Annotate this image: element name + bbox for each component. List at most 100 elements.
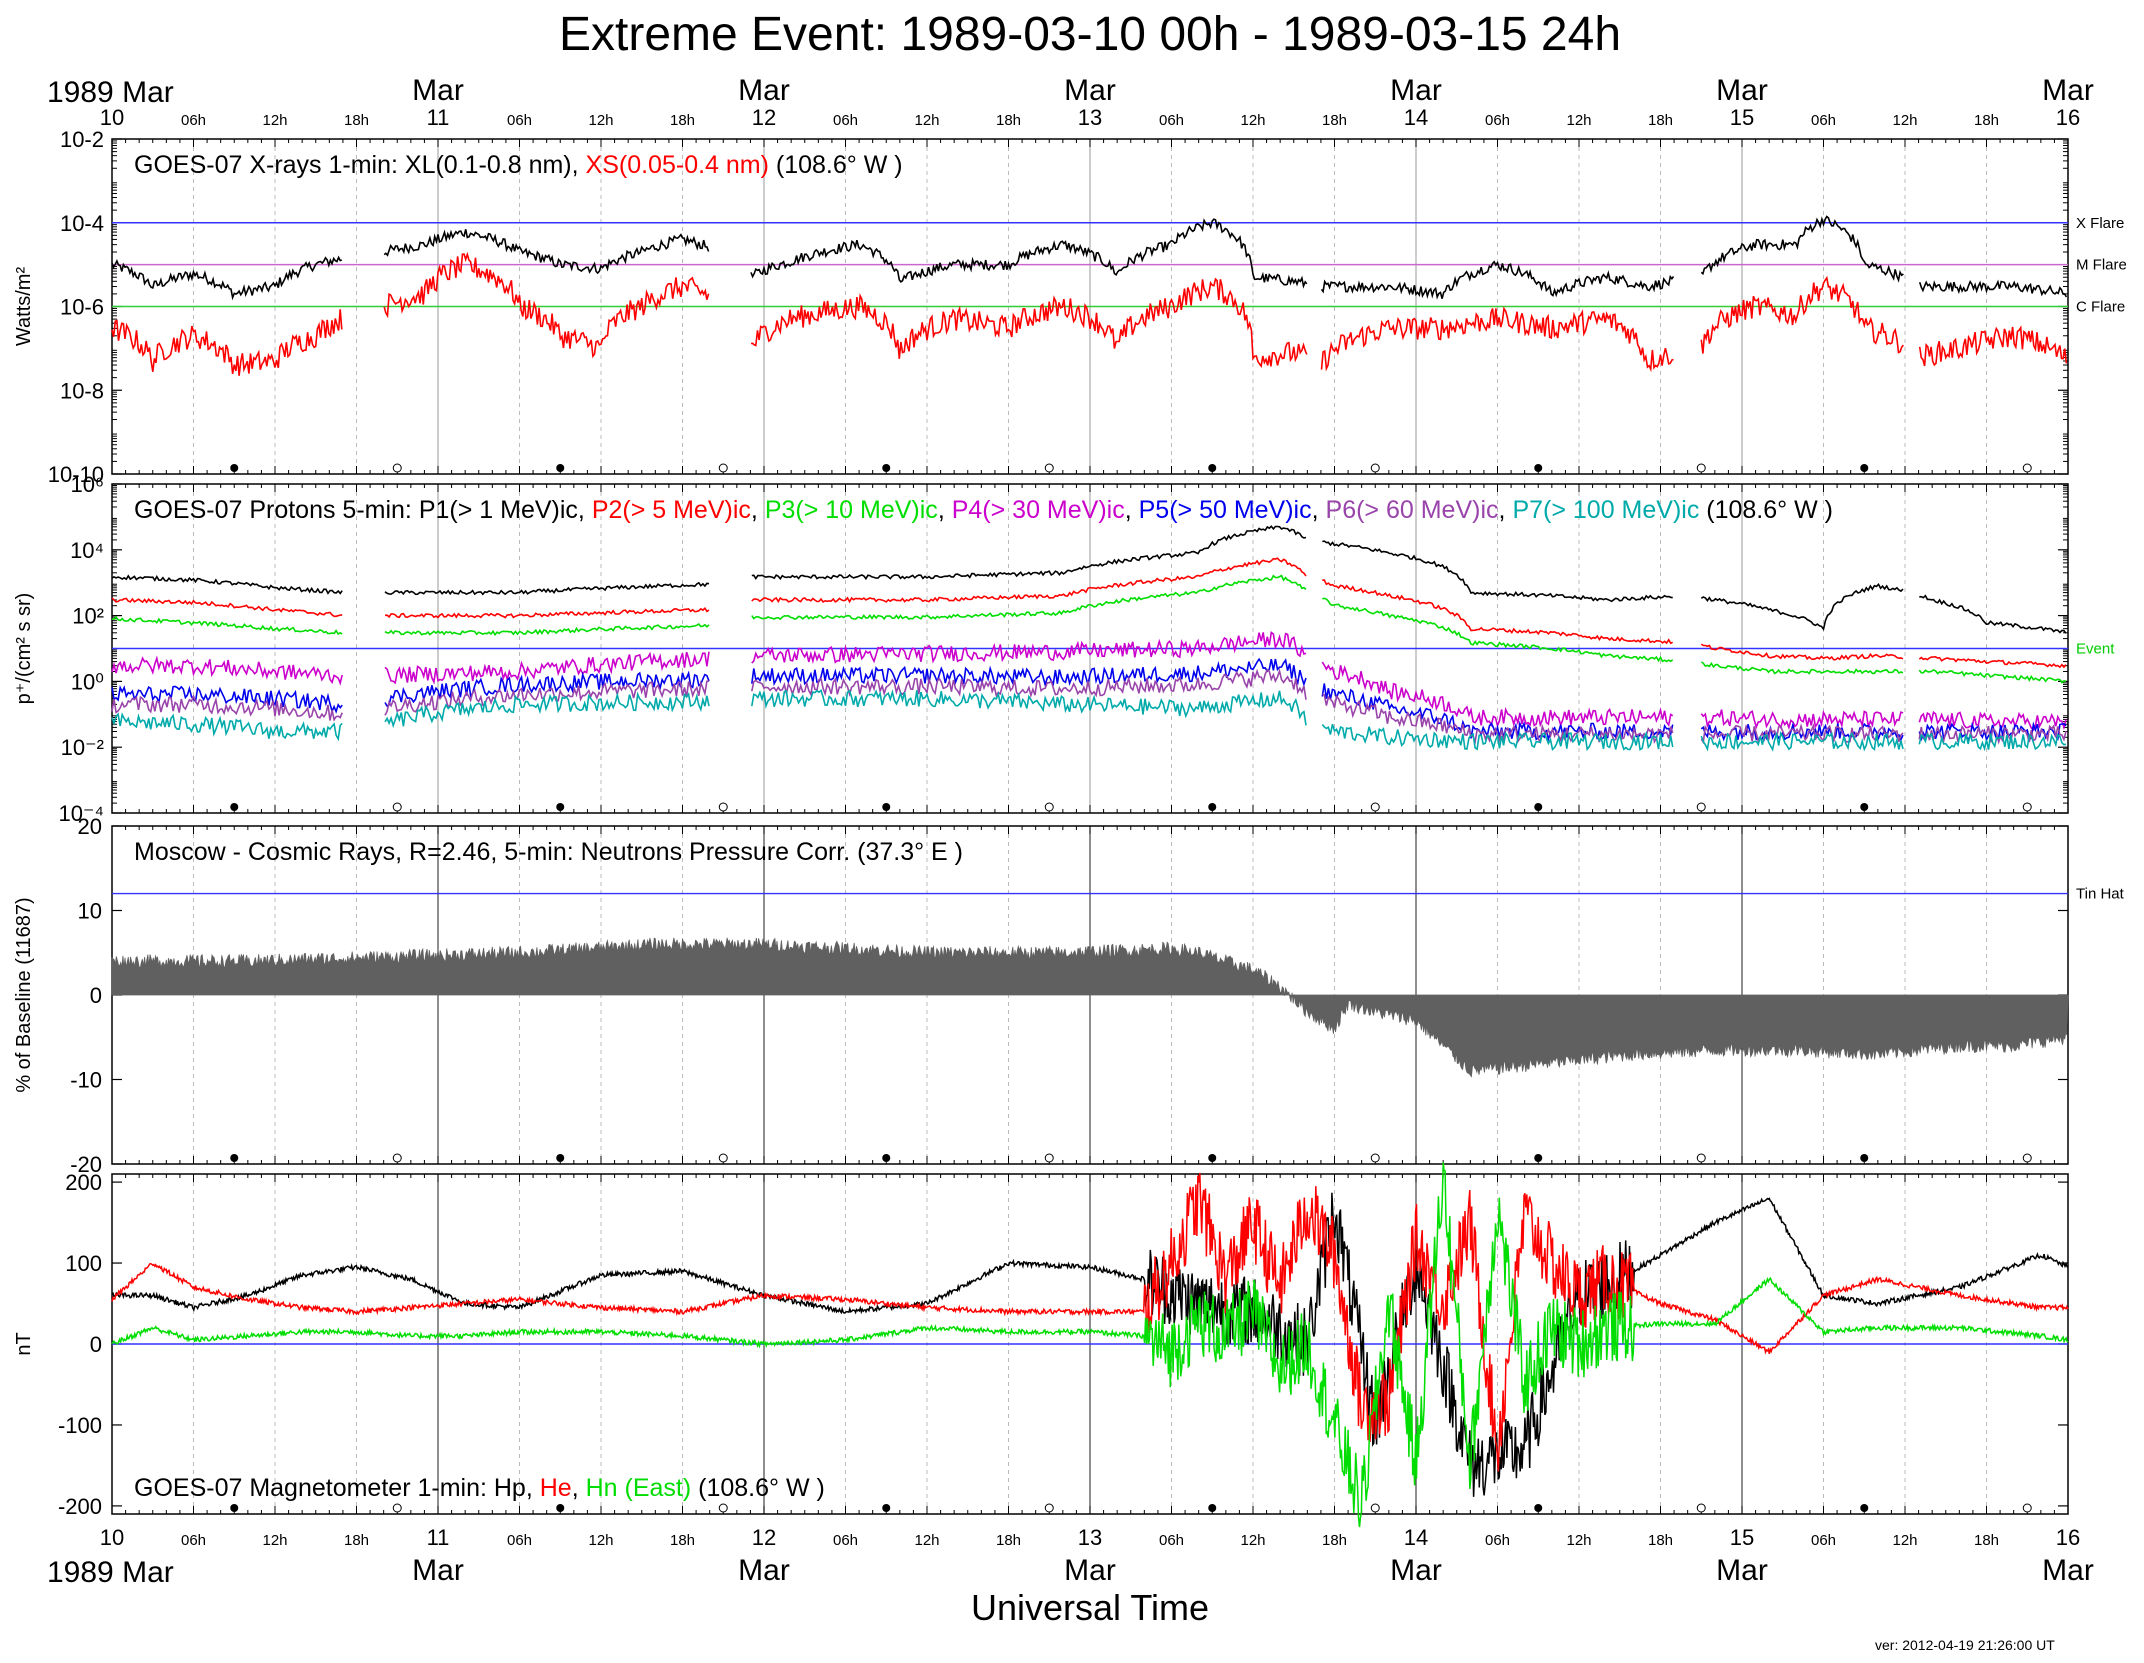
bottom-hour-label: 18h <box>996 1532 1021 1549</box>
night-marker <box>1370 802 1380 812</box>
day-marker <box>556 803 565 811</box>
panel-label-part: , <box>938 496 952 524</box>
y-axis-label-cosmic: % of Baseline (11687) <box>13 897 35 1092</box>
bottom-hour-label: 06h <box>507 1532 532 1549</box>
panel-label-part: P4(> 30 MeV)ic <box>952 496 1125 524</box>
day-marker <box>882 464 891 472</box>
y-tick-label: 0 <box>90 983 102 1008</box>
top-hour-label: 18h <box>670 112 695 129</box>
top-hour-label: 06h <box>833 112 858 129</box>
bottom-year-month-label: 1989 Mar <box>47 1556 174 1589</box>
proton-series-p1 <box>111 525 2067 634</box>
night-marker <box>1696 1503 1706 1513</box>
panel-label-part: (108.6° W ) <box>1699 496 1833 524</box>
night-marker <box>1044 1503 1054 1513</box>
y-tick-label: 100 <box>65 1251 102 1276</box>
y-tick-label: -100 <box>58 1413 102 1438</box>
top-hour-label: 06h <box>1159 112 1184 129</box>
day-marker <box>1208 803 1217 811</box>
panel-label-protons: GOES-07 Protons 5-min: P1(> 1 MeV)ic, P2… <box>134 496 1833 524</box>
panel-label-part: P7(> 100 MeV)ic <box>1512 496 1699 524</box>
bottom-month-label: Mar <box>1716 1554 1768 1587</box>
bottom-month-label: Mar <box>2042 1554 2094 1587</box>
panel-label-part: (108.6° W ) <box>691 1474 825 1502</box>
y-axis-label-protons: p⁺/(cm² s sr) <box>13 593 35 705</box>
day-marker <box>1208 1504 1217 1512</box>
y-tick-label: 10-4 <box>60 211 104 236</box>
y-tick-label: 10² <box>72 604 104 629</box>
panel-label-part: , <box>1312 496 1326 524</box>
day-marker <box>882 1504 891 1512</box>
y-tick-label: 10 <box>78 899 102 924</box>
top-month-label: Mar <box>1716 74 1768 107</box>
top-hour-label: 18h <box>344 112 369 129</box>
bottom-hour-label: 12h <box>262 1532 287 1549</box>
ref-label-protons: Event <box>2076 641 2115 658</box>
panel-label-part: Hn (East) <box>586 1474 692 1502</box>
day-marker <box>1208 464 1217 472</box>
proton-series-p5 <box>111 657 2067 743</box>
ref-label-cosmic: Tin Hat <box>2076 886 2125 903</box>
y-tick-label: 10⁴ <box>70 538 104 563</box>
y-axis-label-mag: nT <box>13 1332 35 1355</box>
top-month-label: Mar <box>412 74 464 107</box>
day-marker <box>1534 1154 1543 1162</box>
bottom-day-label: 12 <box>752 1525 776 1550</box>
top-day-label: 16 <box>2056 105 2080 130</box>
xray-series-xs <box>111 251 2068 376</box>
bottom-day-label: 11 <box>427 1525 450 1550</box>
day-marker <box>556 464 565 472</box>
top-day-label: 14 <box>1404 105 1428 130</box>
bottom-day-label: 14 <box>1404 1525 1428 1550</box>
top-hour-label: 18h <box>1974 112 1999 129</box>
top-hour-label: 12h <box>1892 112 1917 129</box>
day-marker <box>1860 1154 1869 1162</box>
night-marker <box>718 463 728 473</box>
top-day-label: 13 <box>1078 105 1102 130</box>
panel-label-part: GOES-07 X-rays 1-min: XL(0.1-0.8 nm), <box>134 151 586 179</box>
day-marker <box>230 803 239 811</box>
y-tick-label: 10-10 <box>48 462 104 487</box>
proton-series-p3 <box>112 574 2067 684</box>
mag-series-he <box>111 1172 2069 1472</box>
top-hour-label: 18h <box>1322 112 1347 129</box>
panel-label-part: He <box>540 1474 572 1502</box>
mag-series-hp <box>111 1192 2069 1497</box>
day-marker <box>556 1154 565 1162</box>
panel-label-cosmic: Moscow - Cosmic Rays, R=2.46, 5-min: Neu… <box>134 838 963 866</box>
panel-label-part: XS(0.05-0.4 nm) <box>586 151 769 179</box>
proton-series-p7 <box>111 688 2067 752</box>
night-marker <box>1696 463 1706 473</box>
bottom-hour-label: 12h <box>1566 1532 1591 1549</box>
night-marker <box>392 1503 402 1513</box>
bottom-month-label: Mar <box>1390 1554 1442 1587</box>
night-marker <box>1696 802 1706 812</box>
top-hour-label: 18h <box>1648 112 1673 129</box>
top-month-label: Mar <box>1064 74 1116 107</box>
y-tick-label: 10⁻² <box>61 735 104 760</box>
panel-label-part: , <box>751 496 765 524</box>
bottom-day-label: 15 <box>1730 1525 1754 1550</box>
ref-label-xray: X Flare <box>2076 215 2124 232</box>
y-tick-label: -20 <box>70 1152 102 1177</box>
y-tick-label: 200 <box>65 1170 102 1195</box>
xray-series-xl <box>111 215 2068 301</box>
night-marker <box>1370 1503 1380 1513</box>
day-marker <box>882 1154 891 1162</box>
y-tick-label: 10⁻⁴ <box>58 801 104 826</box>
bottom-month-label: Mar <box>412 1554 464 1587</box>
day-marker <box>1534 1504 1543 1512</box>
y-tick-label: 20 <box>78 814 102 839</box>
bottom-hour-label: 18h <box>1322 1532 1347 1549</box>
cosmic-ray-area <box>111 937 2069 1078</box>
day-marker <box>1860 803 1869 811</box>
day-marker <box>882 803 891 811</box>
bottom-hour-label: 18h <box>344 1532 369 1549</box>
top-day-label: 15 <box>1730 105 1754 130</box>
panel-label-part: Moscow - Cosmic Rays, R=2.46, 5-min: Neu… <box>134 838 963 866</box>
top-hour-label: 06h <box>1811 112 1836 129</box>
bottom-month-label: Mar <box>738 1554 790 1587</box>
day-marker <box>1208 1154 1217 1162</box>
